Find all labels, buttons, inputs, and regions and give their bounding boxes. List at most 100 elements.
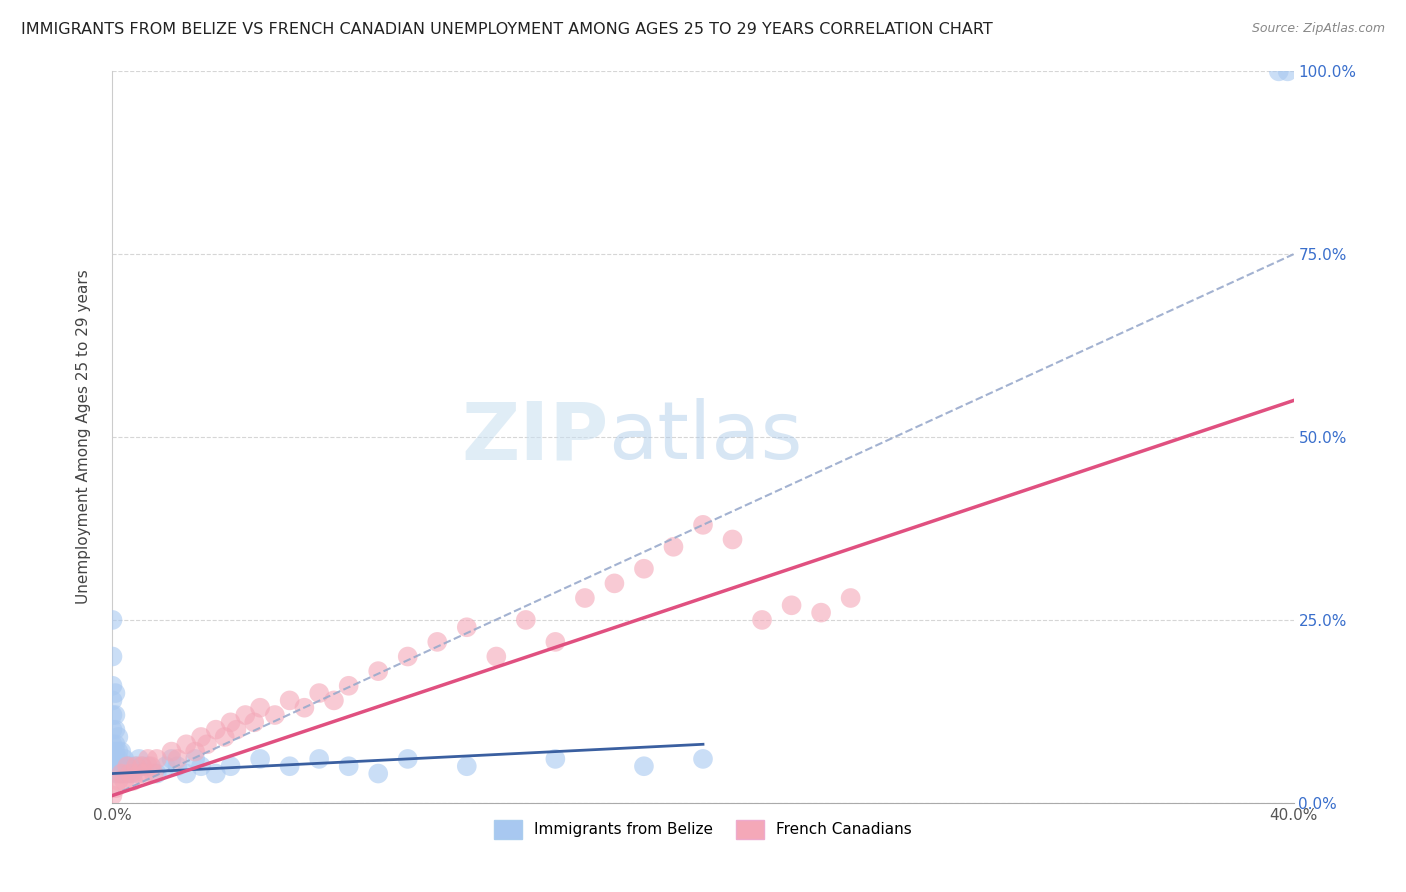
Point [456,759,478,773]
Point [195,737,218,751]
Point [112,773,135,788]
Point [190,730,212,744]
Point [603,576,626,591]
Text: ZIP: ZIP [461,398,609,476]
Point [692,752,714,766]
Point [104,752,127,766]
Y-axis label: Unemployment Among Ages 25 to 29 years: Unemployment Among Ages 25 to 29 years [76,269,91,605]
Point [101,737,124,751]
Point [396,649,419,664]
Point [160,745,183,759]
Point [219,715,242,730]
Point [101,789,124,803]
Point [225,723,247,737]
Point [184,752,207,766]
Point [337,759,360,773]
Point [125,759,148,773]
Point [125,759,148,773]
Point [515,613,537,627]
Point [110,745,132,759]
Point [214,730,236,744]
Point [166,759,188,773]
Point [104,766,127,780]
Point [101,759,124,773]
Point [233,708,256,723]
Point [107,730,129,744]
Point [249,700,271,714]
Point [323,693,346,707]
Point [101,679,124,693]
Point [104,745,127,759]
Point [205,766,228,780]
Text: IMMIGRANTS FROM BELIZE VS FRENCH CANADIAN UNEMPLOYMENT AMONG AGES 25 TO 29 YEARS: IMMIGRANTS FROM BELIZE VS FRENCH CANADIA… [21,22,993,37]
Point [107,773,129,788]
Point [292,700,315,714]
Point [117,759,138,773]
Point [131,759,153,773]
Point [1268,64,1291,78]
Point [136,759,159,773]
Point [112,766,135,780]
Point [128,766,150,780]
Point [219,759,242,773]
Point [101,745,124,759]
Point [367,664,389,678]
Legend: Immigrants from Belize, French Canadians: Immigrants from Belize, French Canadians [486,813,920,847]
Point [456,620,478,634]
Point [117,759,138,773]
Point [120,766,142,780]
Point [184,745,207,759]
Point [308,752,330,766]
Point [367,766,389,780]
Point [174,766,197,780]
Point [136,752,159,766]
Point [101,693,124,707]
Point [174,737,197,751]
Point [1277,64,1299,78]
Text: Source: ZipAtlas.com: Source: ZipAtlas.com [1251,22,1385,36]
Point [117,766,138,780]
Point [101,723,124,737]
Point [264,708,287,723]
Point [104,686,127,700]
Point [110,766,132,780]
Point [101,752,124,766]
Point [633,759,655,773]
Point [426,635,449,649]
Point [337,679,360,693]
Point [278,759,301,773]
Point [544,752,567,766]
Point [101,708,124,723]
Point [134,766,156,780]
Point [104,759,127,773]
Point [107,752,129,766]
Point [485,649,508,664]
Point [101,613,124,627]
Point [308,686,330,700]
Point [249,752,271,766]
Point [139,759,162,773]
Point [146,752,169,766]
Point [142,766,165,780]
Point [107,766,129,780]
Point [104,723,127,737]
Point [131,759,153,773]
Point [146,766,169,780]
Point [839,591,862,605]
Point [107,759,129,773]
Point [112,752,135,766]
Point [110,766,132,780]
Point [780,599,803,613]
Point [662,540,685,554]
Point [122,773,145,788]
Point [128,752,150,766]
Point [104,781,127,796]
Text: atlas: atlas [609,398,803,476]
Point [205,723,228,737]
Point [278,693,301,707]
Point [166,752,188,766]
Point [574,591,596,605]
Point [120,759,142,773]
Point [104,737,127,751]
Point [101,649,124,664]
